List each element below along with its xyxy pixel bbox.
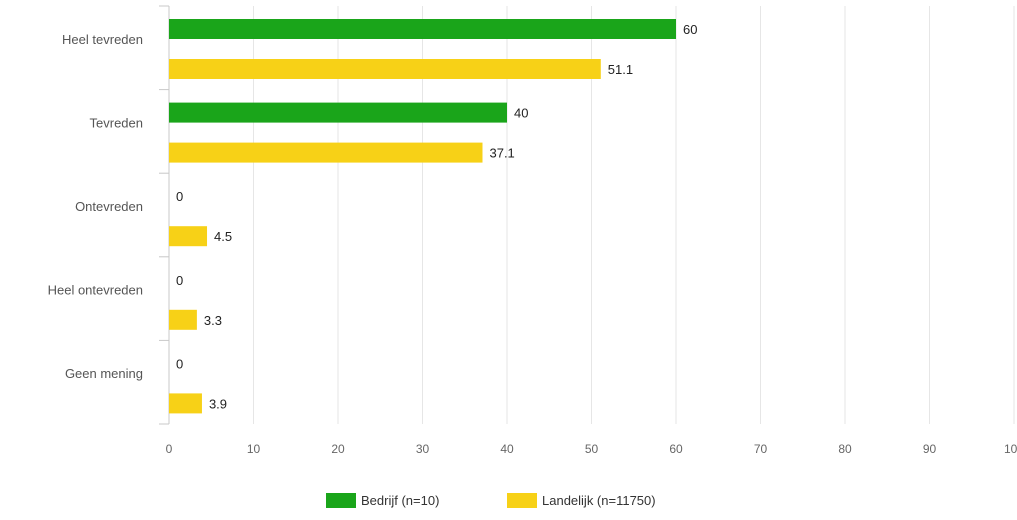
x-tick-label: 90 bbox=[923, 442, 937, 456]
legend-swatch bbox=[507, 493, 537, 508]
data-label: 37.1 bbox=[489, 146, 514, 161]
bars: 60 51.1 40 37.1 0 4.5 0 3.3 0 3.9 bbox=[169, 19, 697, 414]
bar bbox=[169, 393, 202, 414]
data-label: 3.3 bbox=[204, 313, 222, 328]
category-label: Geen mening bbox=[65, 366, 143, 381]
x-tick-label: 0 bbox=[166, 442, 173, 456]
bar bbox=[169, 102, 507, 123]
bar bbox=[169, 309, 197, 330]
data-label: 60 bbox=[683, 22, 697, 37]
legend-label: Landelijk (n=11750) bbox=[542, 493, 656, 508]
category-labels: Heel tevreden Tevreden Ontevreden Heel onte… bbox=[48, 32, 143, 381]
category-label: Tevreden bbox=[90, 115, 143, 130]
x-tick-label: 60 bbox=[669, 442, 683, 456]
category-label: Ontevreden bbox=[75, 199, 143, 214]
category-label: Heel tevreden bbox=[62, 32, 143, 47]
category-label: Heel ontevreden bbox=[48, 283, 143, 298]
bar bbox=[169, 142, 483, 163]
legend-label: Bedrijf (n=10) bbox=[361, 493, 439, 508]
x-tick-label: 40 bbox=[500, 442, 514, 456]
x-tick-label: 10 bbox=[247, 442, 261, 456]
x-tick-label: 80 bbox=[838, 442, 852, 456]
x-tick-label: 70 bbox=[754, 442, 768, 456]
legend: Bedrijf (n=10) Landelijk (n=11750) bbox=[326, 493, 656, 508]
bar bbox=[169, 59, 601, 79]
x-tick-label: 30 bbox=[416, 442, 430, 456]
data-label: 0 bbox=[176, 189, 183, 204]
x-tick-label: 20 bbox=[331, 442, 345, 456]
data-label: 0 bbox=[176, 273, 183, 288]
bar bbox=[169, 226, 208, 247]
x-tick-label: 100 bbox=[1004, 442, 1017, 456]
x-axis-ticks: 0 10 20 30 40 50 60 70 80 90 100 bbox=[166, 442, 1017, 456]
data-label: 3.9 bbox=[209, 396, 227, 411]
data-label: 40 bbox=[514, 106, 528, 121]
x-tick-label: 50 bbox=[585, 442, 599, 456]
legend-swatch bbox=[326, 493, 356, 508]
data-label: 0 bbox=[176, 356, 183, 371]
data-label: 51.1 bbox=[608, 62, 633, 77]
data-label: 4.5 bbox=[214, 229, 232, 244]
bar bbox=[169, 19, 676, 39]
